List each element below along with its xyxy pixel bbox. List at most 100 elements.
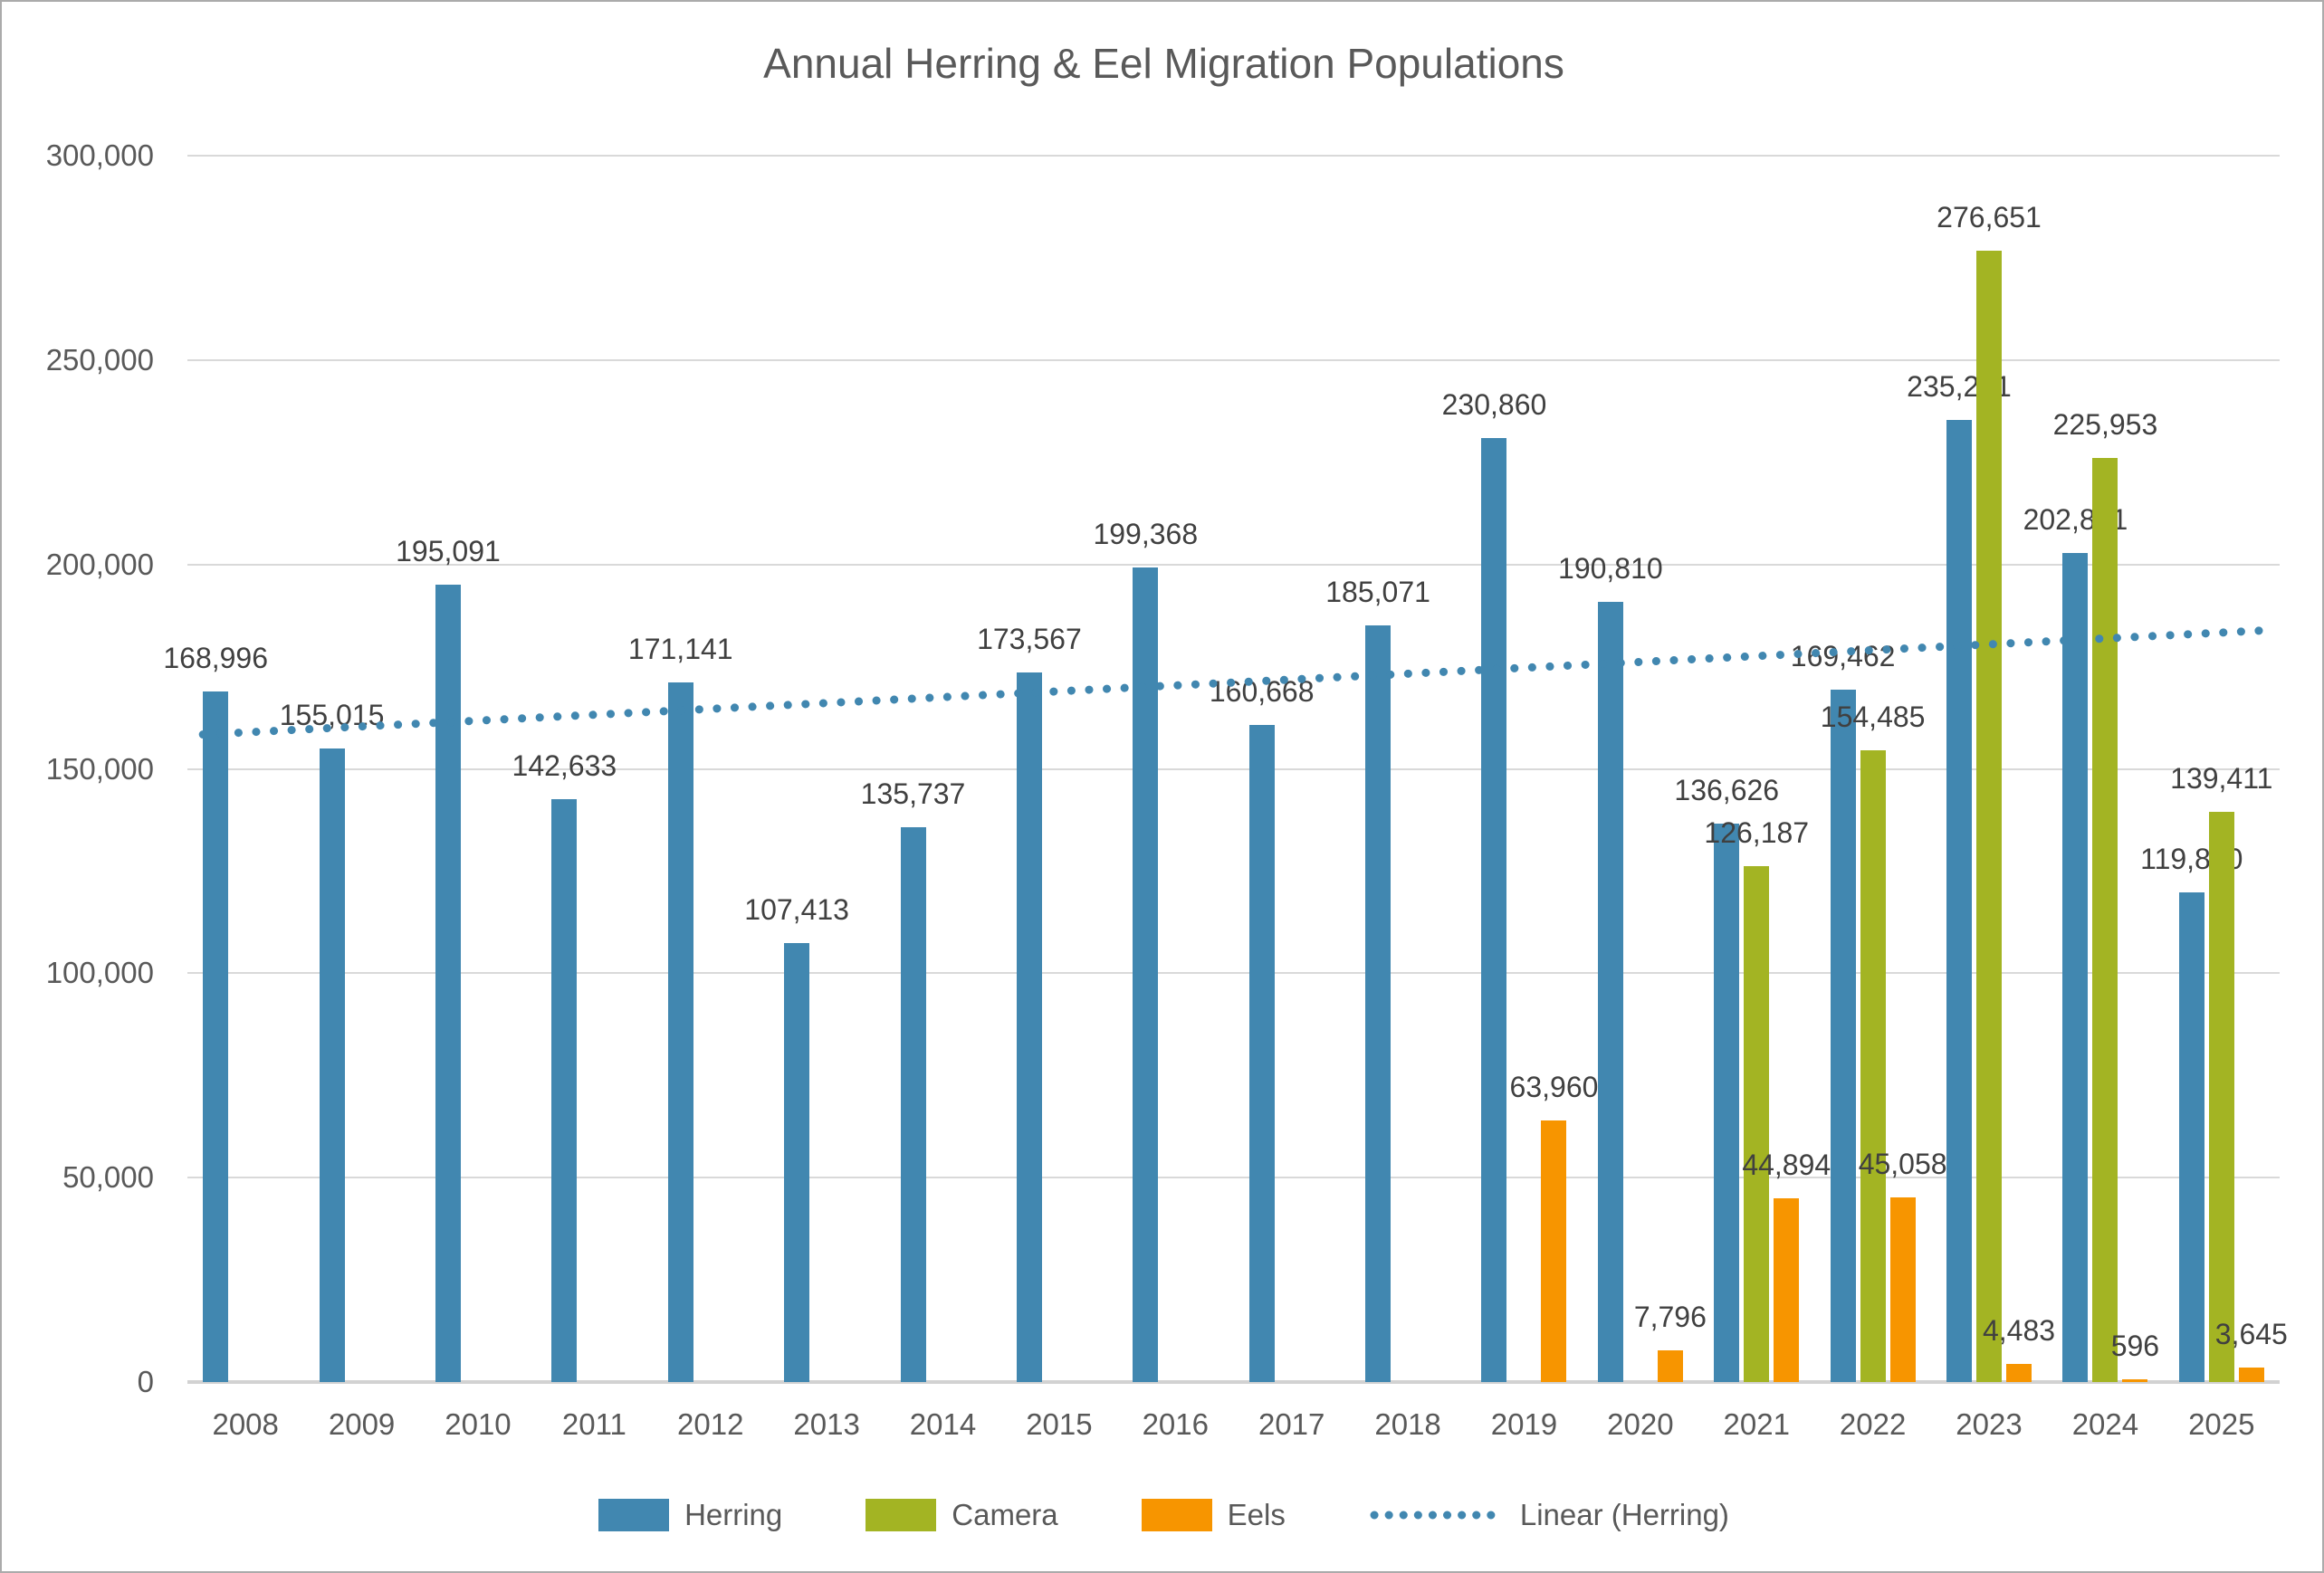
data-label-eels-2019: 63,960 [1509,1071,1599,1104]
bar-herring-2023 [1946,420,1973,1382]
legend-swatch-eels [1141,1499,1212,1531]
bar-herring-2009 [319,748,345,1382]
data-label-herring-2008: 168,996 [163,641,269,674]
y-tick-label: 300,000 [45,138,154,172]
x-axis-label: 2019 [1490,1407,1558,1441]
data-label-herring-2013: 107,413 [744,892,849,926]
bar-herring-2012 [667,682,693,1382]
data-label-herring-2022: 169,462 [1790,639,1896,672]
gridline [187,563,2280,566]
legend-trendline-sample-icon [1370,1511,1504,1520]
gridline [187,358,2280,361]
chart-title: Annual Herring & Eel Migration Populatio… [763,40,1564,87]
y-tick-label: 200,000 [45,547,154,581]
gridline [187,155,2280,157]
gridline [187,767,2280,770]
data-label-eels-2024: 596 [2110,1330,2160,1363]
trendline-linear-herring [198,626,2264,739]
bar-herring-2025 [2178,891,2204,1382]
bar-eels-2024 [2122,1379,2148,1382]
legend-label-eels: Eels [1227,1498,1286,1531]
data-label-herring-2011: 142,633 [512,748,617,782]
legend-item-eels: Eels [1141,1497,1286,1533]
y-tick-label: 250,000 [45,342,154,377]
legend-swatch-camera [866,1499,937,1531]
bar-eels-2023 [2006,1363,2032,1382]
data-label-herring-2014: 135,737 [860,777,966,810]
data-label-herring-2010: 195,091 [396,534,501,567]
legend-label-linear-herring: Linear (Herring) [1519,1498,1729,1531]
bar-camera-2024 [2092,458,2118,1382]
x-axis-label: 2011 [561,1407,626,1441]
bar-herring-2013 [784,942,810,1382]
bar-herring-2020 [1597,602,1623,1382]
bar-camera-2025 [2208,812,2234,1382]
bar-eels-2019 [1541,1120,1567,1382]
x-axis-label: 2014 [909,1407,977,1441]
data-label-herring-2018: 185,071 [1325,576,1430,609]
x-axis-label: 2018 [1374,1407,1441,1441]
y-tick-label: 100,000 [45,956,154,990]
bar-herring-2019 [1481,438,1507,1382]
x-axis-label: 2023 [1956,1407,2023,1441]
bar-eels-2020 [1657,1349,1683,1382]
gridline [187,1177,2280,1179]
bar-herring-2010 [435,584,461,1382]
bar-eels-2021 [1774,1198,1800,1382]
bar-eels-2025 [2238,1367,2264,1382]
data-label-herring-2019: 230,860 [1441,388,1547,422]
data-label-camera-2024: 225,953 [2052,408,2158,442]
bar-herring-2016 [1133,567,1159,1382]
x-axis-label: 2008 [212,1407,279,1441]
data-label-eels-2021: 44,894 [1742,1149,1831,1182]
data-label-herring-2023: 235,291 [1907,370,2012,404]
data-label-herring-2012: 171,141 [627,633,733,665]
bar-eels-2022 [1889,1197,1916,1382]
bar-camera-2021 [1744,866,1770,1382]
legend-item-linear-herring: Linear (Herring) [1369,1497,1729,1533]
bar-herring-2018 [1365,625,1392,1382]
data-label-eels-2025: 3,645 [2214,1317,2288,1350]
x-axis-label: 2015 [1026,1407,1093,1441]
x-axis-label: 2021 [1723,1407,1790,1441]
legend: Herring Camera Eels Linear (Herring) [2,1488,2322,1542]
bar-camera-2023 [1976,251,2003,1382]
bar-herring-2024 [2062,552,2089,1382]
data-label-camera-2021: 126,187 [1704,816,1810,850]
x-axis-label: 2010 [445,1407,512,1441]
data-label-herring-2016: 199,368 [1093,517,1199,550]
gridline [187,972,2280,975]
bar-herring-2014 [900,826,926,1382]
data-label-herring-2020: 190,810 [1558,552,1663,586]
x-axis-label: 2022 [1839,1407,1907,1441]
bar-herring-2015 [1016,672,1042,1382]
data-label-camera-2025: 139,411 [2170,762,2273,796]
data-label-eels-2023: 4,483 [1982,1313,2056,1347]
data-label-herring-2009: 155,015 [279,698,385,731]
y-tick-label: 150,000 [45,751,154,786]
data-label-herring-2017: 160,668 [1209,675,1315,709]
data-label-eels-2022: 45,058 [1858,1148,1947,1181]
data-label-camera-2022: 154,485 [1820,701,1926,734]
legend-label-herring: Herring [684,1498,783,1531]
bar-camera-2022 [1860,750,1886,1382]
bar-herring-2017 [1248,725,1275,1382]
x-axis-label: 2009 [328,1407,396,1441]
data-label-herring-2021: 136,626 [1674,773,1780,806]
bar-herring-2021 [1714,823,1740,1382]
bar-herring-2011 [551,798,578,1382]
x-axis-label: 2025 [2188,1407,2255,1441]
x-axis-label: 2024 [2071,1407,2139,1441]
x-axis-label: 2012 [677,1407,744,1441]
x-axis-label: 2017 [1258,1407,1325,1441]
data-label-herring-2025: 119,820 [2140,842,2243,875]
bar-herring-2008 [203,691,229,1382]
legend-item-herring: Herring [598,1497,782,1533]
x-axis-label: 2013 [793,1407,860,1441]
x-axis-line [187,1380,2280,1384]
data-label-camera-2023: 276,651 [1937,201,2042,234]
legend-swatch-herring [598,1499,670,1531]
